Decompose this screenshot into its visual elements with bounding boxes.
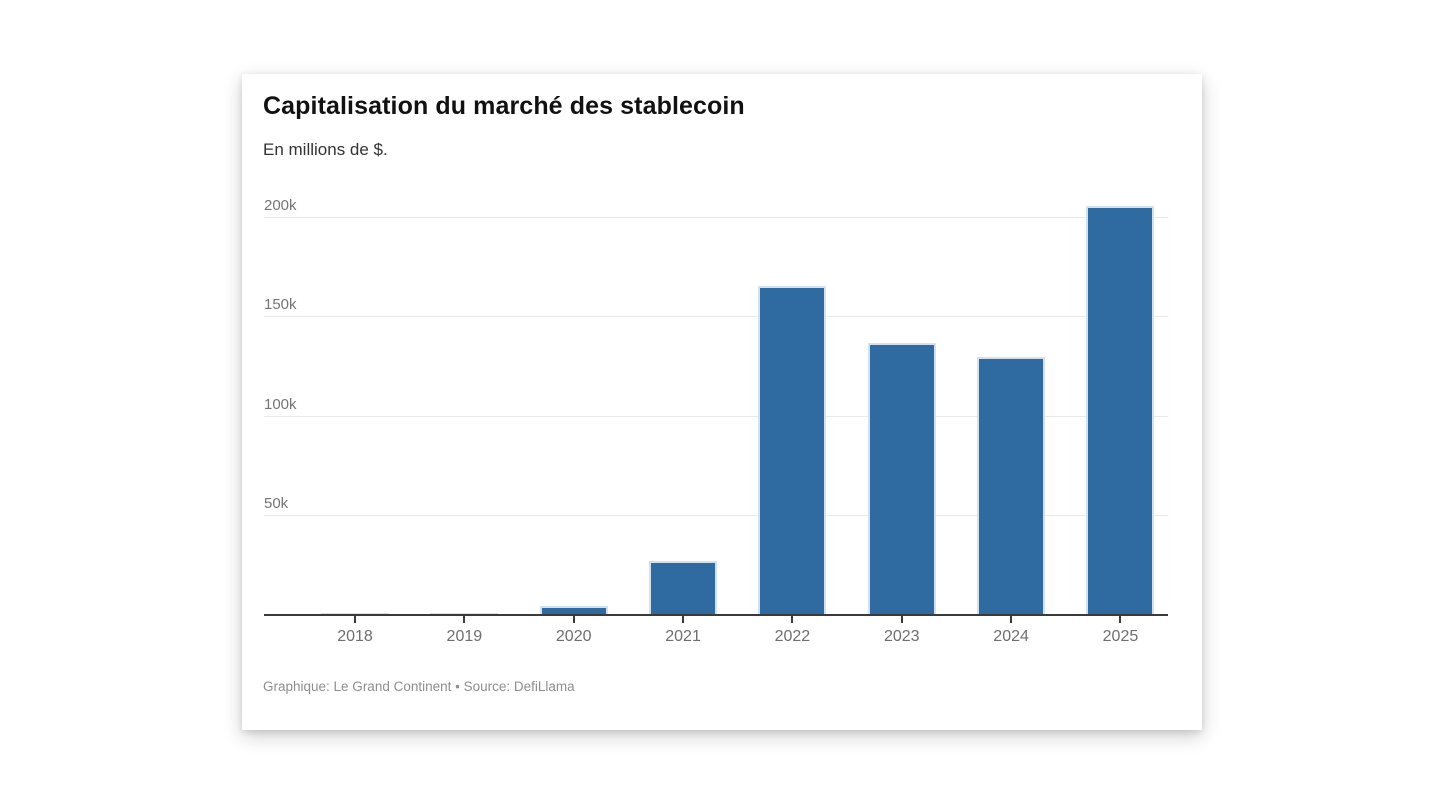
y-axis-tick-label: 50k: [264, 494, 289, 512]
y-axis-tick-label: 100k: [264, 395, 297, 413]
x-axis-label-2023: 2023: [883, 628, 920, 645]
x-axis-tick-2018: [354, 616, 356, 623]
plot-area: 50k 100k 150k 200k 2018 2019 2020 2021 2022 2023 2…: [264, 197, 1168, 645]
x-axis-tick-2021: [682, 616, 685, 623]
chart-card: Capitalisation du marché des stablecoin …: [242, 74, 1202, 730]
x-axis-tick-2024: [1010, 616, 1013, 623]
bar-2021[interactable]: [649, 561, 718, 615]
x-axis-tick-2020: [572, 616, 575, 623]
x-axis-tick-2022: [791, 616, 794, 623]
x-axis-label-2019: 2019: [446, 628, 483, 645]
y-axis-tick-label: 200k: [264, 197, 297, 214]
bar-2023[interactable]: [867, 343, 936, 615]
bar-2025[interactable]: [1086, 206, 1155, 615]
x-axis-tick-2023: [900, 616, 903, 623]
bar-2024[interactable]: [977, 356, 1046, 615]
x-axis-tick-2025: [1119, 616, 1122, 623]
gridline-150k: [264, 316, 1168, 318]
chart-credit-source: Graphique: Le Grand Continent • Source: …: [263, 679, 575, 694]
x-axis-tick-2019: [463, 616, 466, 623]
bar-2022[interactable]: [758, 285, 827, 615]
x-axis-label-2020: 2020: [555, 628, 592, 645]
gridline-100k: [264, 415, 1168, 417]
x-axis-label-2021: 2021: [665, 628, 701, 645]
x-axis-label-2025: 2025: [1102, 628, 1139, 645]
gridline-200k: [264, 217, 1168, 218]
chart-title: Capitalisation du marché des stablecoin: [263, 92, 745, 120]
gridline-50k: [264, 514, 1168, 516]
x-axis-label-2024: 2024: [993, 628, 1029, 645]
y-axis-tick-label: 150k: [264, 296, 297, 314]
chart-subtitle: En millions de $.: [263, 140, 388, 159]
x-axis-label-2018: 2018: [337, 628, 373, 645]
x-axis-line: [264, 613, 1168, 616]
x-axis-label-2022: 2022: [774, 628, 811, 645]
bar-2020[interactable]: [539, 605, 608, 615]
